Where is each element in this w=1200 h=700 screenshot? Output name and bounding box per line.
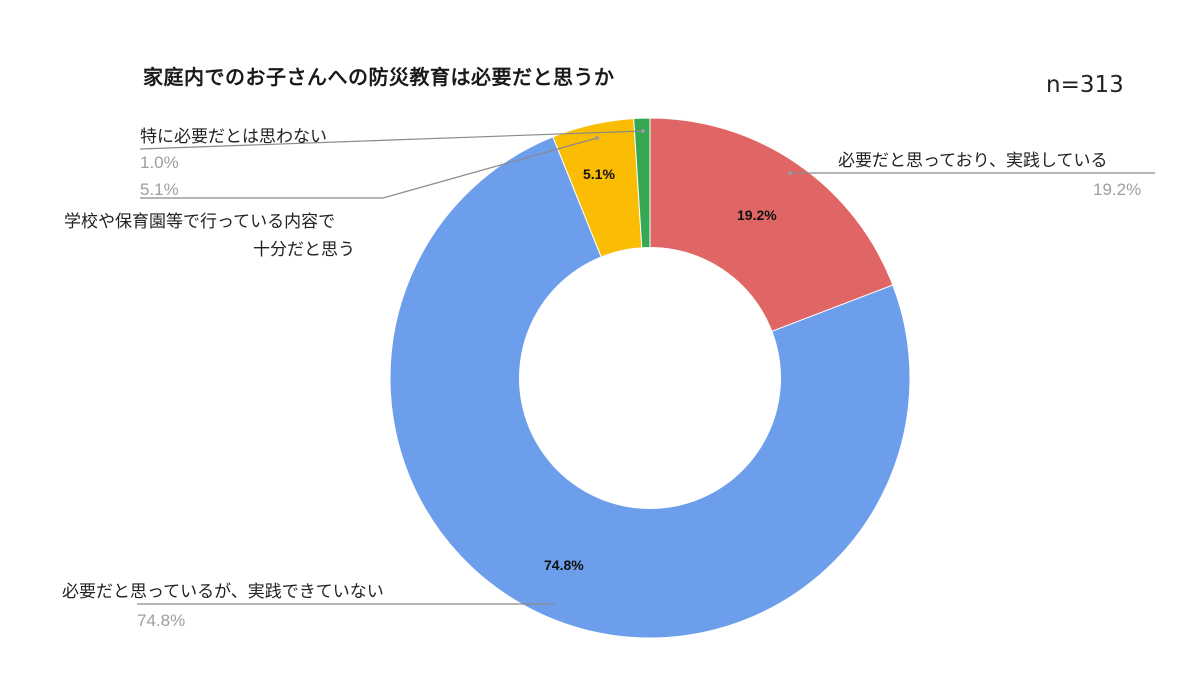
callout-school-sufficient-label-line1: 学校や保育園等で行っている内容で xyxy=(64,212,336,232)
callout-not-necessary-value: 1.0% xyxy=(140,153,179,172)
slice-label-practicing: 19.2% xyxy=(737,207,777,223)
callout-practicing-value: 19.2% xyxy=(1093,180,1142,199)
callout-not-practicing-label: 必要だと思っているが、実践できていない xyxy=(62,582,384,602)
chart-title: 家庭内でのお子さんへの防災教育は必要だと思うか xyxy=(143,65,615,89)
callout-school-sufficient-value: 5.1% xyxy=(140,180,179,199)
donut-hole xyxy=(519,247,781,509)
callout-practicing-label: 必要だと思っており、実践している xyxy=(838,151,1108,171)
leader-dots xyxy=(595,129,792,175)
slice-label-not-practicing: 74.8% xyxy=(544,557,584,573)
slice-label-school-sufficient: 5.1% xyxy=(583,166,615,182)
sample-size-label: n=313 xyxy=(1046,72,1124,98)
leader-lines xyxy=(137,130,1155,605)
callout-not-necessary-label: 特に必要だとは思わない xyxy=(140,127,327,147)
leader-line-school-sufficient xyxy=(140,137,598,199)
callout-not-practicing-value: 74.8% xyxy=(137,611,186,630)
callout-school-sufficient-label-line2: 十分だと思う xyxy=(253,240,355,260)
leader-line-not-necessary xyxy=(139,130,644,150)
